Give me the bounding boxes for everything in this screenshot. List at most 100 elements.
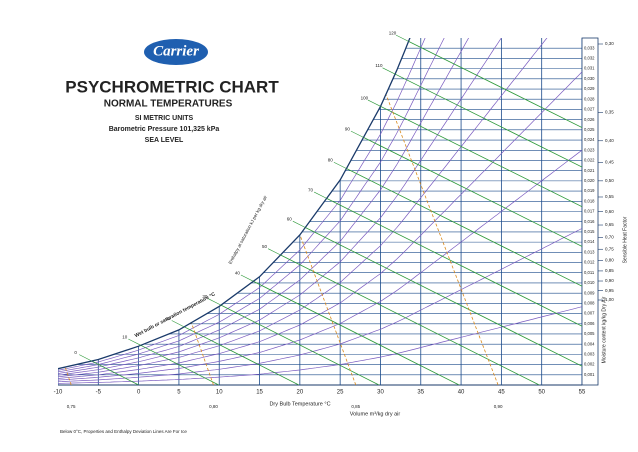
logo: Carrier xyxy=(153,43,199,59)
y-tick-label: 0,030 xyxy=(584,76,595,81)
y-tick-label: 0,012 xyxy=(584,260,595,265)
shf-tick-label: 0,60 xyxy=(605,209,614,214)
x-tick-label: 35 xyxy=(417,390,424,396)
shf-tick-label: 0,70 xyxy=(605,235,614,240)
enthalpy-line xyxy=(394,73,582,168)
volume-line xyxy=(385,94,499,385)
rh-curve xyxy=(58,228,582,383)
enthalpy-label: 90 xyxy=(345,127,351,132)
y-tick-label: 0,028 xyxy=(584,96,595,101)
y-tick-label: 0,001 xyxy=(584,372,595,377)
y-tick-label: 0,014 xyxy=(584,239,595,244)
volume-line xyxy=(190,322,214,385)
x-tick-label: 15 xyxy=(256,390,263,396)
volume-line xyxy=(64,366,72,385)
enthalpy-label: 20 xyxy=(166,316,172,321)
enthalpy-scale-line xyxy=(240,274,254,282)
shf-tick-label: 1,00 xyxy=(605,297,614,302)
shf-tick-label: 0,65 xyxy=(605,222,614,227)
y-tick-label: 0,029 xyxy=(584,86,595,91)
enthalpy-scale-line xyxy=(333,161,347,169)
x-tick-label: 20 xyxy=(297,390,304,396)
y-tick-label: 0,004 xyxy=(584,341,595,346)
x-label: Dry Bulb Temperature °C xyxy=(269,401,330,407)
y-tick-label: 0,006 xyxy=(584,321,595,326)
enthalpy-line xyxy=(91,360,139,385)
saturation-curve xyxy=(58,38,411,370)
rh-curve xyxy=(58,38,548,378)
enthalpy-label: Enthalpy at saturation kJ per kg dry air xyxy=(227,194,268,265)
volume-line xyxy=(299,234,357,385)
y-tick-label: 0,021 xyxy=(584,168,595,173)
y-tick-label: 0,015 xyxy=(584,229,595,234)
enthalpy-scale-line xyxy=(171,320,185,328)
rh-curve xyxy=(58,38,502,376)
plot xyxy=(58,38,582,385)
volume-label: Volume m³/kg dry air xyxy=(350,411,401,417)
shf-tick-label: 0,55 xyxy=(605,194,614,199)
shf-tick-label: 0,50 xyxy=(605,178,614,183)
y-tick-label: 0,009 xyxy=(584,290,595,295)
enthalpy-line xyxy=(380,105,582,208)
y-tick-label: 0,005 xyxy=(584,331,595,336)
x-tick-label: 45 xyxy=(498,390,505,396)
y-tick-label: 0,008 xyxy=(584,300,595,305)
volume-tick-label: 0,85 xyxy=(351,404,360,409)
x-tick-label: 55 xyxy=(579,390,586,396)
shf-tick-label: 0,95 xyxy=(605,288,614,293)
shf-tick-label: 0,85 xyxy=(605,268,614,273)
footnote: Below 0°C, Properties and Enthalpy Devia… xyxy=(60,429,187,434)
enthalpy-scale-line xyxy=(350,130,364,138)
y-tick-label: 0,027 xyxy=(584,107,595,112)
enthalpy-label: 100 xyxy=(361,95,369,100)
shf-label: Sensible Heat Factor xyxy=(622,216,628,263)
enthalpy-label: 0 xyxy=(74,350,77,355)
enthalpy-line xyxy=(408,40,582,128)
shf-tick-label: 0,75 xyxy=(605,246,614,251)
y-tick-label: 0,020 xyxy=(584,178,595,183)
volume-tick-label: 0,80 xyxy=(209,404,218,409)
volume-tick-label: 0,90 xyxy=(494,404,503,409)
enthalpy-scale-line xyxy=(367,99,381,107)
enthalpy-line xyxy=(363,137,582,247)
enthalpy-label: 80 xyxy=(328,158,334,163)
y-tick-label: 0,019 xyxy=(584,188,595,193)
x-tick-label: 50 xyxy=(538,390,545,396)
x-tick-label: 25 xyxy=(337,390,344,396)
enthalpy-label: 60 xyxy=(287,217,293,222)
enthalpy-line xyxy=(280,254,540,385)
x-tick-label: 30 xyxy=(377,390,384,396)
y-tick-label: 0,033 xyxy=(584,45,595,50)
enthalpy-line xyxy=(183,326,300,385)
rh-curve xyxy=(58,38,469,374)
enthalpy-label: 120 xyxy=(389,31,397,36)
enthalpy-label: 110 xyxy=(375,63,383,68)
x-tick-label: 40 xyxy=(458,390,465,396)
y-tick-label: 0,017 xyxy=(584,209,595,214)
x-tick-label: -5 xyxy=(96,390,102,396)
enthalpy-scale-line xyxy=(292,220,306,228)
y-tick-label: 0,031 xyxy=(584,66,595,71)
logo-oval xyxy=(144,39,208,65)
rh-curve xyxy=(58,71,582,379)
title: PSYCHROMETRIC CHART xyxy=(65,77,279,96)
pressure: Barometric Pressure 101,325 kPa xyxy=(109,126,220,133)
shf-tick-label: 0,30 xyxy=(605,41,614,46)
enthalpy-scale-line xyxy=(79,354,92,362)
enthalpy-label: 30 xyxy=(202,294,208,299)
y-tick-label: 0,018 xyxy=(584,198,595,203)
y-tick-label: 0,025 xyxy=(584,127,595,132)
enthalpy-scale-line xyxy=(313,191,327,199)
x-tick-label: 0 xyxy=(137,390,141,396)
enthalpy-line xyxy=(253,280,460,385)
y-tick-label: 0,023 xyxy=(584,147,595,152)
y-tick-label: 0,003 xyxy=(584,351,595,356)
y-tick-label: 0,024 xyxy=(584,137,595,142)
x-tick-label: -10 xyxy=(54,390,63,396)
rh-curve xyxy=(58,38,445,373)
rh-curve xyxy=(58,149,582,381)
y-tick-label: 0,026 xyxy=(584,117,595,122)
y-label: Moisture content kg/kg Dry Air xyxy=(601,296,607,363)
enthalpy-line xyxy=(305,227,582,367)
